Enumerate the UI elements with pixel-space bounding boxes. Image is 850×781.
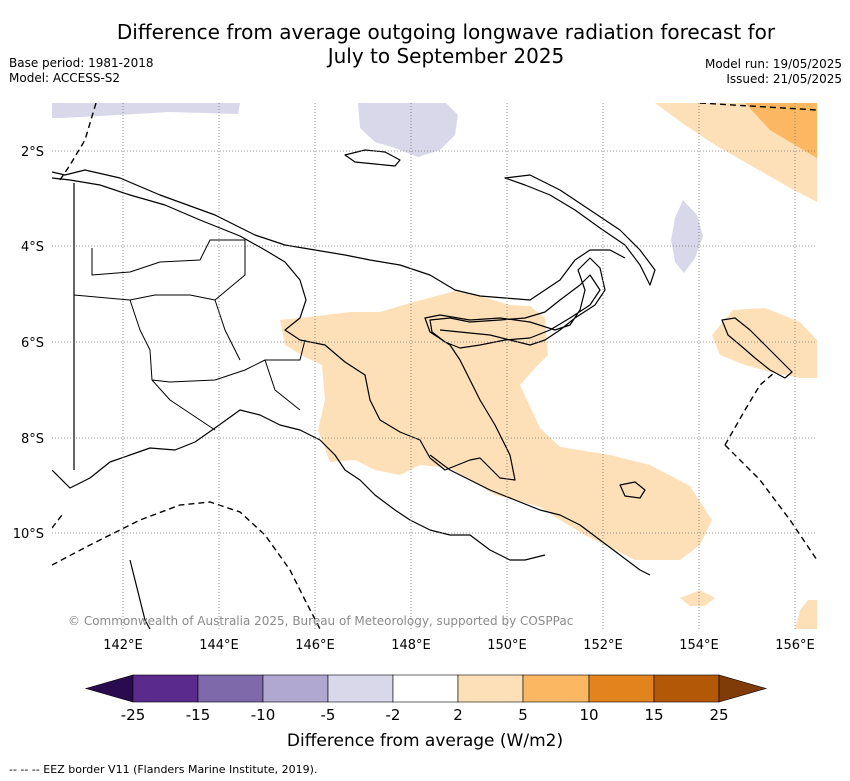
colorbar: -25 -15 -10 -5 -2 2 5 10 15 25 [84,674,768,724]
coastline-south-new-guinea [52,409,546,561]
lon-label-144e: 144°E [199,638,239,653]
eez-border-west-lower [52,514,63,529]
issued-date: Issued: 21/05/2025 [726,72,842,86]
colorbar-bin-9 [653,674,720,703]
eez-border-southwest [52,501,321,629]
model-name: Model: ACCESS-S2 [9,71,121,85]
anomaly-positive-southeast-corner [795,600,817,629]
colorbar-tick-5: -2 [386,706,401,724]
base-period: Base period: 1981-2018 [9,56,154,70]
anomaly-negative-north [52,103,240,118]
eez-footnote: -- -- -- EEZ border V11 (Flanders Marine… [9,763,318,776]
anomaly-negative-manus [358,103,458,157]
colorbar-extend-low [84,674,134,703]
coastline-bougainville [721,317,793,379]
province-borders [73,239,306,431]
lon-label-154e: 154°E [679,638,719,653]
colorbar-tick-2: -15 [186,706,211,724]
coastline-new-ireland [504,174,656,286]
lat-label-4s: 4°S [21,240,44,255]
title-line-2: July to September 2025 [327,44,565,68]
lon-label-146e: 146°E [295,638,335,653]
island-trobriand-group [619,481,646,499]
colorbar-label: Difference from average (W/m2) [286,731,564,751]
map-area [52,103,817,629]
copyright-notice: © Commonwealth of Australia 2025, Bureau… [68,614,574,628]
anomaly-positive-png-main [280,291,712,560]
lon-label-142e: 142°E [103,638,143,653]
chart-title: Difference from average outgoing longwav… [60,20,832,68]
lon-label-152e: 152°E [583,638,623,653]
anomaly-positive-bougainville [712,308,817,378]
colorbar-bin-7 [522,674,590,703]
colorbar-bin-2 [197,674,264,703]
coastline-new-guinea [52,177,606,481]
coastline-papuan-peninsula [429,454,651,576]
graticule [52,103,817,629]
lat-label-2s: 2°S [21,145,44,160]
model-run: Model run: 19/05/2025 [704,57,842,71]
colorbar-tick-9: 15 [644,706,663,724]
colorbar-tick-7: 5 [518,706,528,724]
eez-border-west [59,103,97,181]
eez-border-southeast [724,371,776,446]
colorbar-tick-8: 10 [579,706,598,724]
lon-label-156e: 156°E [775,638,815,653]
meta-right: Model run: 19/05/2025 Issued: 21/05/2025 [705,57,842,87]
title-line-1: Difference from average outgoing longwav… [116,20,776,44]
colorbar-tick-3: -10 [251,706,276,724]
coastline-manus [344,149,401,167]
colorbar-tick-4: -5 [321,706,336,724]
coastline-north-new-guinea [52,169,626,301]
colorbar-bin-1 [132,674,199,703]
eez-borders [52,103,817,629]
coastline-cape-york [129,559,151,629]
lat-label-8s: 8°S [21,432,44,447]
lon-label-150e: 150°E [487,638,527,653]
coastlines [52,149,793,629]
lat-label-10s: 10°S [13,527,44,542]
meta-left: Base period: 1981-2018 Model: ACCESS-S2 [9,56,154,86]
coastline-new-britain [429,274,601,349]
colorbar-bin-5 [392,674,459,703]
colorbar-extend-high [718,674,768,703]
lat-label-6s: 6°S [21,336,44,351]
colorbar-bin-8 [588,674,655,703]
colorbar-bin-3 [262,674,329,703]
colorbar-tick-6: 2 [453,706,463,724]
lon-label-148e: 148°E [391,638,431,653]
eez-border-east [724,444,817,561]
colorbar-tick-1: -25 [121,706,146,724]
anomaly-positive-southeast [680,590,715,606]
colorbar-tick-10: 25 [709,706,728,724]
map: 2°S 4°S 6°S 8°S 10°S 142°E 144°E 146°E 1… [13,103,817,724]
colorbar-bin-4 [327,674,394,703]
colorbar-bin-6 [457,674,524,703]
anomaly-positive-northeast-strong [745,103,817,158]
anomaly-negative-bougainville-sea [671,200,703,273]
